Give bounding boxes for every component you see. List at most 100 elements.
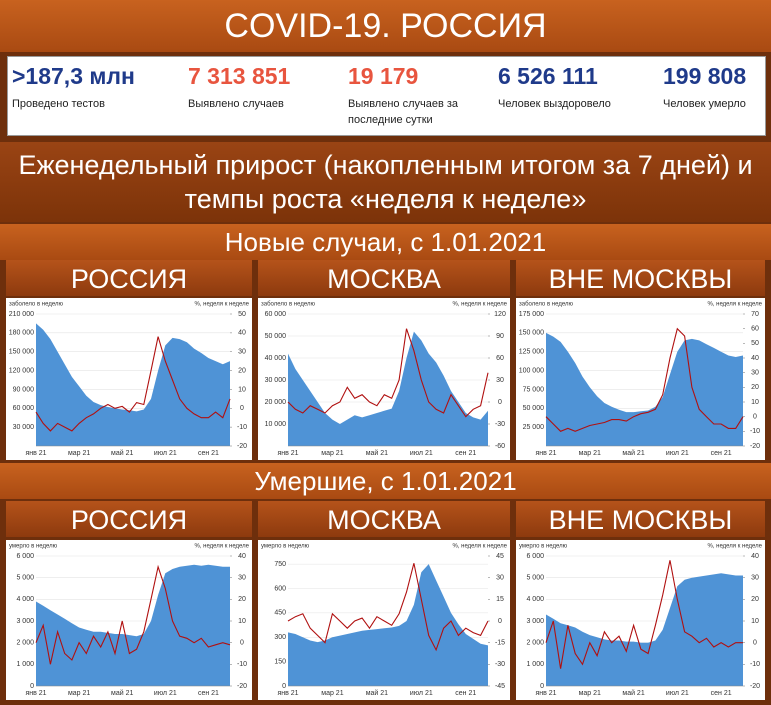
region-title: МОСКВА xyxy=(258,501,510,537)
y-tick-label: 150 xyxy=(274,658,286,665)
y2-tick-label: -20 xyxy=(237,683,247,690)
line xyxy=(287,563,489,652)
y2-tick-label: 0 xyxy=(753,414,757,421)
y-tick-label: 180 000 xyxy=(9,330,34,337)
region-title: ВНЕ МОСКВЫ xyxy=(516,501,765,537)
y2-tick-label: 0 xyxy=(498,399,502,406)
x-tick-label: сен 21 xyxy=(455,450,476,457)
y-tick-label: 3 000 xyxy=(16,618,34,625)
stat-value: 199 808 xyxy=(663,63,747,89)
x-tick-label: июл 21 xyxy=(666,450,689,457)
x-tick-label: мар 21 xyxy=(579,690,601,697)
y2-tick-label: 70 xyxy=(751,311,759,318)
line xyxy=(35,336,231,432)
x-tick-label: янв 21 xyxy=(25,690,46,697)
y-tick-label: 50 000 xyxy=(523,405,545,412)
y-tick-label: 1 000 xyxy=(16,661,34,668)
y-tick-label: 100 000 xyxy=(519,367,544,374)
x-tick-label: июл 21 xyxy=(154,690,177,697)
area xyxy=(546,573,743,686)
y2-axis-label: %, неделя к неделе xyxy=(194,302,249,308)
y-tick-label: 50 000 xyxy=(265,333,287,340)
y-tick-label: 3 000 xyxy=(526,618,544,625)
y-tick-label: 450 xyxy=(274,610,286,617)
stat: 19 179 Выявлено случаев за последние сутк… xyxy=(348,63,463,128)
y-tick-label: 150 000 xyxy=(519,330,544,337)
y2-tick-label: 40 xyxy=(238,553,246,560)
stat-label: Человек выздоровело xyxy=(498,98,611,110)
y-tick-label: 5 000 xyxy=(16,575,34,582)
y-axis-label: умерло в неделю xyxy=(519,544,568,550)
y-tick-label: 175 000 xyxy=(519,311,544,318)
stat-label: Выявлено случаев за последние сутки xyxy=(348,98,459,126)
y-tick-label: 6 000 xyxy=(526,553,544,560)
chart: умерло в неделю %, неделя к неделе 0 1 000 2… xyxy=(519,544,763,697)
x-tick-label: мар 21 xyxy=(68,450,90,457)
chart: заболело в неделю %, неделя к неделе 10 00… xyxy=(261,302,508,457)
y-tick-label: 90 000 xyxy=(13,386,35,393)
x-tick-label: сен 21 xyxy=(198,450,219,457)
stat-value: >187,3 млн xyxy=(12,63,135,89)
y2-tick-label: 45 xyxy=(496,553,504,560)
y2-tick-label: 10 xyxy=(751,618,759,625)
x-tick-label: июл 21 xyxy=(410,450,433,457)
region-title: ВНЕ МОСКВЫ xyxy=(516,260,765,296)
chart: умерло в неделю%, неделя к неделе0150300… xyxy=(261,544,508,697)
y-axis-label: заболело в неделю xyxy=(519,302,573,308)
stat-value: 7 313 851 xyxy=(188,63,291,89)
y2-tick-label: -30 xyxy=(495,421,505,428)
y2-tick-label: 30 xyxy=(238,575,246,582)
y-tick-label: 0 xyxy=(282,683,286,690)
y2-axis-label: %, неделя к неделе xyxy=(707,302,762,308)
y-tick-label: 4 000 xyxy=(526,596,544,603)
stat-label: Проведено тестов xyxy=(12,98,105,110)
y2-tick-label: 0 xyxy=(753,640,757,647)
y2-tick-label: 0 xyxy=(498,618,502,625)
title: COVID-19. РОССИЯ xyxy=(0,0,771,52)
line xyxy=(545,327,744,432)
y-tick-label: 6 000 xyxy=(16,553,34,560)
section-title: Новые случаи, с 1.01.2021 xyxy=(0,224,771,260)
y2-tick-label: 30 xyxy=(751,370,759,377)
y2-tick-label: 10 xyxy=(238,386,246,393)
x-tick-label: май 21 xyxy=(366,689,388,697)
y-tick-label: 1 000 xyxy=(526,661,544,668)
y-tick-label: 4 000 xyxy=(16,596,34,603)
chart-box: заболело в неделю %, неделя к неделе 30 00… xyxy=(6,298,252,460)
x-tick-label: янв 21 xyxy=(535,690,556,697)
y-tick-label: 600 xyxy=(274,585,286,592)
y2-tick-label: 15 xyxy=(496,596,504,603)
area xyxy=(36,323,230,446)
y-tick-label: 60 000 xyxy=(13,405,35,412)
y-tick-label: 60 000 xyxy=(265,311,287,318)
y2-tick-label: 30 xyxy=(751,575,759,582)
y2-tick-label: -10 xyxy=(750,661,760,668)
y-tick-label: 10 000 xyxy=(265,421,287,428)
y2-tick-label: 30 xyxy=(496,575,504,582)
y2-tick-label: 50 xyxy=(751,340,759,347)
area xyxy=(288,564,488,686)
y2-tick-label: -45 xyxy=(495,683,505,690)
y-tick-label: 0 xyxy=(540,683,544,690)
y-tick-label: 30 000 xyxy=(265,377,287,384)
y-tick-label: 125 000 xyxy=(519,349,544,356)
y2-tick-label: 20 xyxy=(238,596,246,603)
y2-tick-label: 120 xyxy=(494,311,506,318)
stats-panel: >187,3 млн Проведено тестов 7 313 851 Выявл… xyxy=(7,56,766,136)
x-tick-label: июл 21 xyxy=(154,450,177,457)
region-title: РОССИЯ xyxy=(6,260,252,296)
y-tick-label: 5 000 xyxy=(526,575,544,582)
x-tick-label: июл 21 xyxy=(410,690,433,697)
y2-tick-label: -20 xyxy=(750,683,760,690)
y2-tick-label: 20 xyxy=(238,367,246,374)
x-tick-label: сен 21 xyxy=(455,690,476,697)
y2-tick-label: -60 xyxy=(495,443,505,450)
y2-tick-label: -30 xyxy=(495,661,505,668)
area xyxy=(36,564,230,686)
x-tick-label: сен 21 xyxy=(711,690,732,697)
x-tick-label: мар 21 xyxy=(68,690,90,697)
region-title: МОСКВА xyxy=(258,260,510,296)
x-tick-label: янв 21 xyxy=(535,450,556,457)
y2-axis-label: %, неделя к неделе xyxy=(707,544,762,550)
stat-value: 19 179 xyxy=(348,63,419,89)
